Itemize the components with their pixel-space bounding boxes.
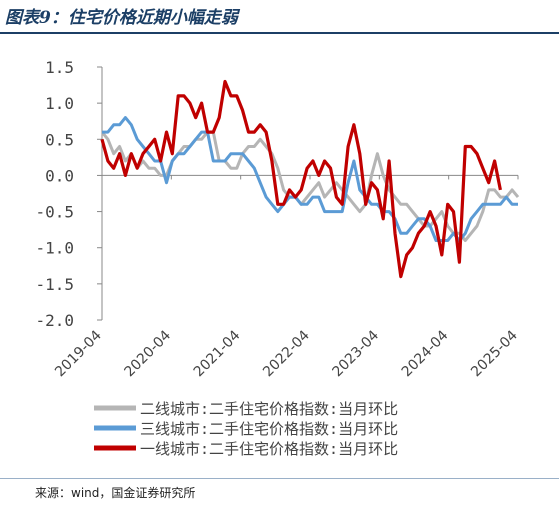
x-tick-label: 2024-04	[399, 327, 452, 380]
series-line-3	[100, 79, 502, 279]
series-lines	[100, 79, 520, 279]
legend-label: 三线城市:二手住宅价格指数:当月环比	[140, 420, 398, 438]
legend-label: 一线城市:二手住宅价格指数:当月环比	[140, 440, 398, 458]
x-tick-label: 2021-04	[191, 327, 244, 380]
series-line-2	[102, 116, 518, 242]
title-rule	[0, 32, 559, 34]
x-tick-label: 2025-04	[468, 327, 521, 380]
x-tick-label: 2019-04	[52, 327, 105, 380]
x-tick-label: 2022-04	[260, 327, 313, 380]
legend-label: 二线城市:二手住宅价格指数:当月环比	[140, 400, 398, 418]
source-rule	[0, 478, 559, 479]
y-axis: 1.5 1.0 0.5 0.0 -0.5 -1.0 -1.5 -2.0	[35, 58, 103, 330]
x-tick-label: 2020-04	[121, 327, 174, 380]
y-tick-label: 0.0	[45, 166, 74, 185]
y-tick-label: -2.0	[35, 311, 74, 330]
y-tick-label: -1.0	[35, 239, 74, 258]
figure-title: 图表9：住宅价格近期小幅走弱	[5, 8, 238, 28]
y-tick-label: 0.5	[45, 130, 74, 149]
y-tick-label: 1.0	[45, 94, 74, 113]
legend: 二线城市:二手住宅价格指数:当月环比三线城市:二手住宅价格指数:当月环比一线城市…	[94, 400, 398, 458]
y-tick-label: 1.5	[45, 58, 74, 77]
source-note: 来源：wind，国金证券研究所	[35, 486, 196, 500]
x-tick-label: 2023-04	[329, 327, 382, 380]
y-tick-label: -1.5	[35, 275, 74, 294]
line-chart: 1.5 1.0 0.5 0.0 -0.5 -1.0 -1.5 -2.0 2019-04 2020…	[35, 58, 521, 458]
y-tick-label: -0.5	[35, 203, 74, 222]
